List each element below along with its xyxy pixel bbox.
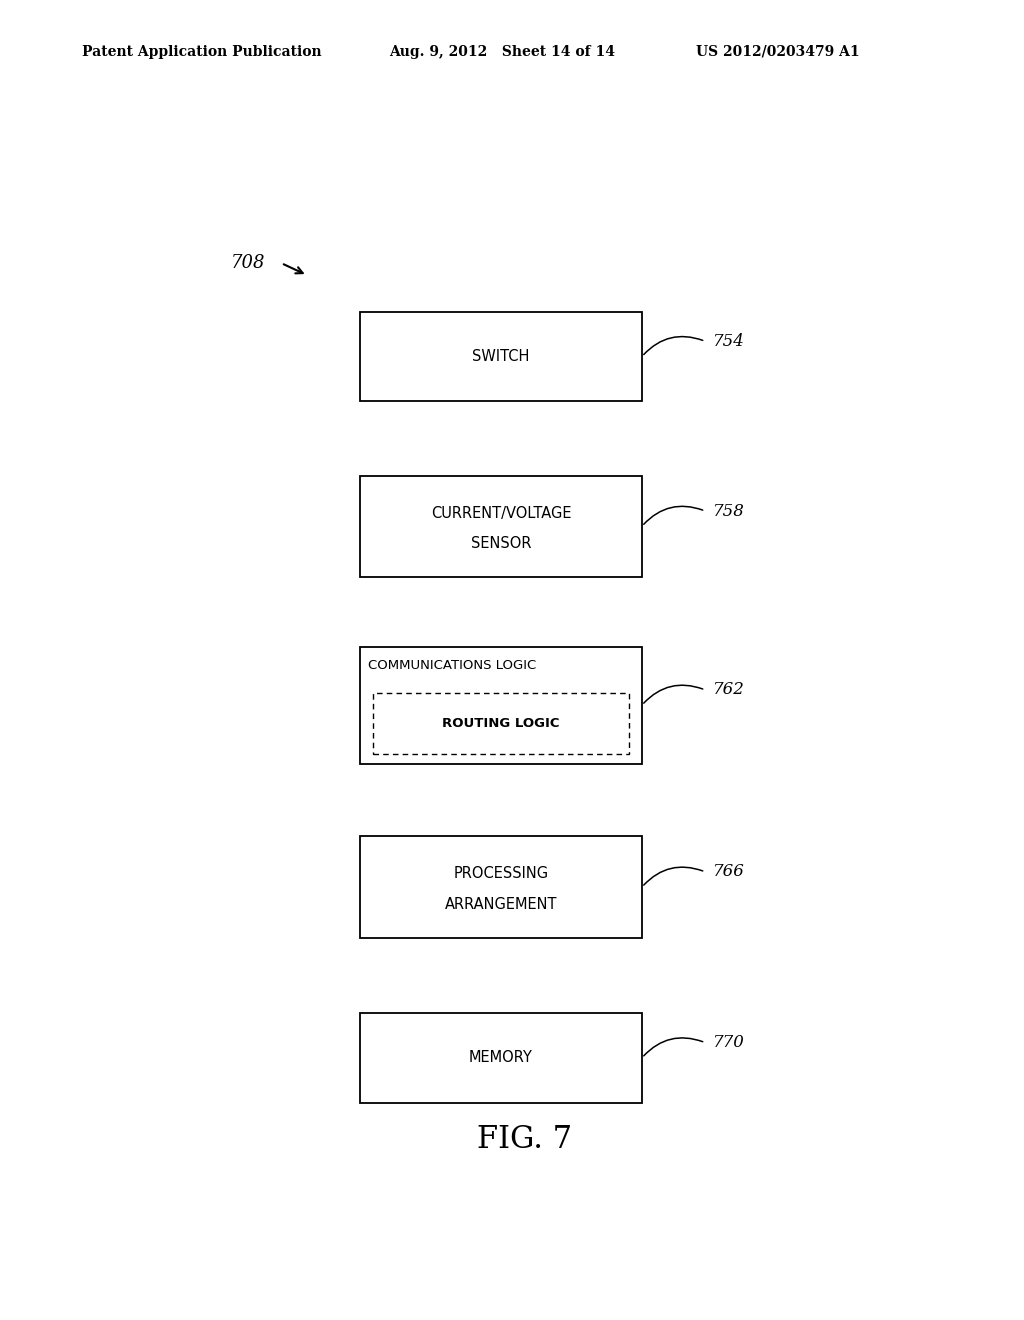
Text: SENSOR: SENSOR xyxy=(471,536,531,552)
Bar xyxy=(360,312,642,401)
Text: 708: 708 xyxy=(231,253,265,272)
Text: PROCESSING: PROCESSING xyxy=(454,866,549,882)
Text: SWITCH: SWITCH xyxy=(472,348,529,364)
Text: US 2012/0203479 A1: US 2012/0203479 A1 xyxy=(696,45,860,59)
Text: COMMUNICATIONS LOGIC: COMMUNICATIONS LOGIC xyxy=(368,659,537,672)
Text: 762: 762 xyxy=(714,681,745,698)
Text: Patent Application Publication: Patent Application Publication xyxy=(82,45,322,59)
Text: 754: 754 xyxy=(714,333,745,350)
Bar xyxy=(360,1014,642,1102)
Text: MEMORY: MEMORY xyxy=(469,1051,532,1065)
Text: ROUTING LOGIC: ROUTING LOGIC xyxy=(442,717,560,730)
Text: 766: 766 xyxy=(714,863,745,880)
Text: ARRANGEMENT: ARRANGEMENT xyxy=(444,896,557,912)
Text: Aug. 9, 2012   Sheet 14 of 14: Aug. 9, 2012 Sheet 14 of 14 xyxy=(389,45,615,59)
Text: FIG. 7: FIG. 7 xyxy=(477,1123,572,1155)
Text: 758: 758 xyxy=(714,503,745,520)
Bar xyxy=(373,693,629,754)
Text: CURRENT/VOLTAGE: CURRENT/VOLTAGE xyxy=(431,506,571,520)
Text: 770: 770 xyxy=(714,1034,745,1051)
Bar xyxy=(360,475,642,577)
Bar xyxy=(360,837,642,939)
Bar xyxy=(360,647,642,764)
